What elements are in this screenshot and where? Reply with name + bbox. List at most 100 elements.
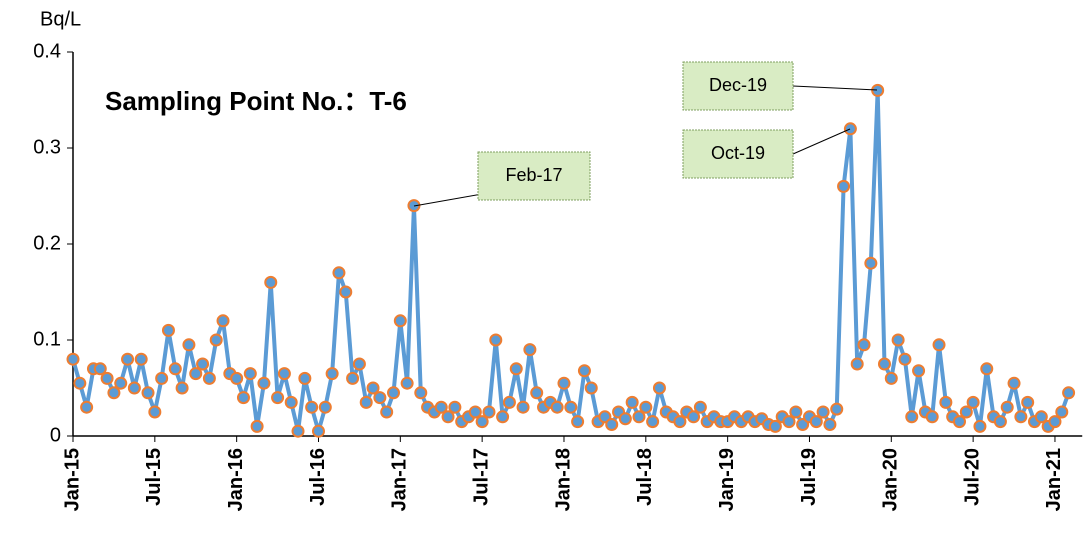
x-tick-label: Jan-15 [61,448,83,511]
data-point [571,415,585,429]
data-point [925,410,939,424]
data-point [373,391,387,405]
data-point [325,367,339,381]
data-point [789,405,803,419]
data-point [291,424,305,438]
data-point [243,367,257,381]
data-point [271,391,285,405]
data-point [284,395,298,409]
data-point [857,338,871,352]
x-tick-label: Jul-17 [470,448,492,506]
data-point [864,256,878,270]
data-point [393,314,407,328]
data-point [216,314,230,328]
data-point [1034,410,1048,424]
data-point [959,405,973,419]
data-point [871,83,885,97]
data-point [339,285,353,299]
data-point [236,391,250,405]
data-point [182,338,196,352]
data-point [1062,386,1076,400]
data-point [952,415,966,429]
x-tick-label: Jan-16 [225,448,247,511]
data-point [80,400,94,414]
data-point [66,352,80,366]
x-tick-label: Jan-17 [389,448,411,511]
data-point [850,357,864,371]
data-point [1007,376,1021,390]
leader-line [792,85,878,91]
data-point [618,412,632,426]
data-point [632,410,646,424]
data-point [905,410,919,424]
data-point [530,386,544,400]
data-point [305,400,319,414]
data-point [564,400,578,414]
data-point [816,405,830,419]
data-point [482,405,496,419]
data-point [100,371,114,385]
data-point [346,371,360,385]
annotation-box [477,151,591,201]
data-point [121,352,135,366]
data-point [605,417,619,431]
annotation-box [682,129,794,179]
data-point [509,362,523,376]
data-point [434,400,448,414]
annotation: Oct-19 [711,143,765,163]
data-point [973,419,987,433]
data-point [993,415,1007,429]
x-tick-label: Jan-20 [880,448,902,511]
data-point [884,371,898,385]
data-point [1048,415,1062,429]
data-point [823,417,837,431]
data-point [966,395,980,409]
data-point [277,367,291,381]
data-point [475,415,489,429]
data-point [577,364,591,378]
data-point [898,352,912,366]
data-point [400,376,414,390]
data-point [380,405,394,419]
annotation: Dec-19 [709,75,767,95]
data-point [584,381,598,395]
data-point [830,402,844,416]
x-tick-label: Jul-15 [143,448,165,506]
data-point [448,400,462,414]
data-point [1055,405,1069,419]
data-point [652,381,666,395]
annotation: Feb-17 [505,165,562,185]
x-tick-label: Jul-19 [798,448,820,506]
data-point [196,357,210,371]
data-point [73,376,87,390]
annotation-box [682,61,794,111]
x-tick-label: Jan-19 [716,448,738,511]
data-point [489,333,503,347]
data-point [318,400,332,414]
data-point [557,376,571,390]
data-line [71,88,1071,434]
y-tick-label: 0.1 [33,328,61,350]
data-point [202,371,216,385]
data-point [932,338,946,352]
data-point [673,415,687,429]
data-point [550,400,564,414]
data-point [523,343,537,357]
data-point [161,323,175,337]
data-point [209,333,223,347]
leader-line [792,128,851,155]
data-point [768,419,782,433]
data-point [168,362,182,376]
data-point [189,367,203,381]
x-tick-label: Jan-21 [1043,448,1065,511]
data-point [366,381,380,395]
data-point [625,395,639,409]
data-point [127,381,141,395]
data-point [230,371,244,385]
x-tick-label: Jul-18 [634,448,656,506]
data-point [155,371,169,385]
chart-title: Sampling Point No.：T-6 [105,86,407,116]
data-point [441,410,455,424]
data-point [496,410,510,424]
